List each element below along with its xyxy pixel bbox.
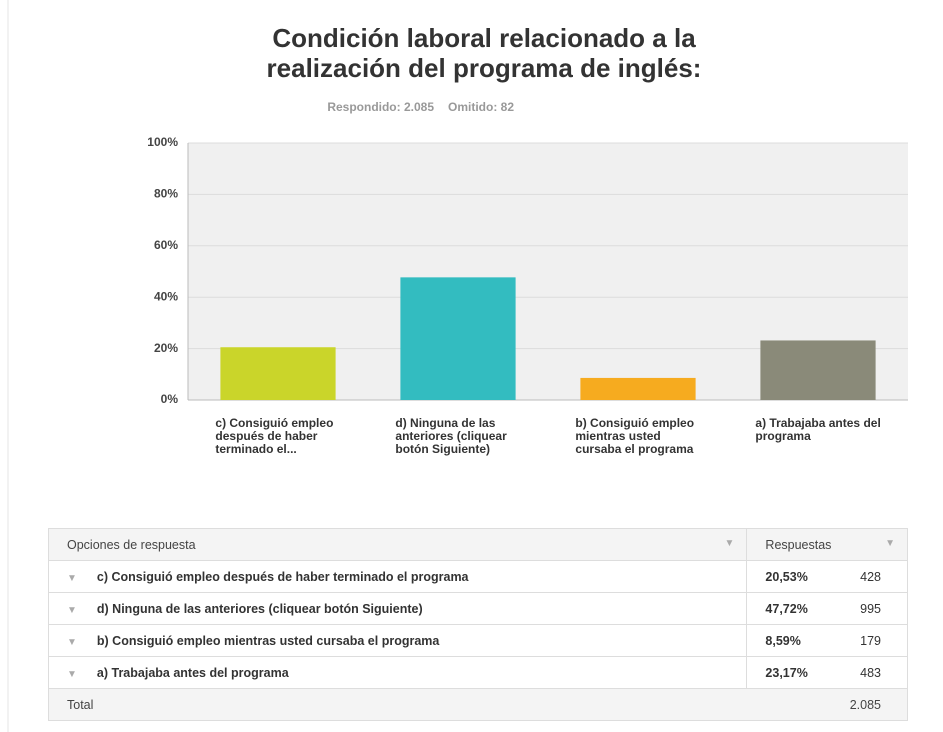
y-tick-label: 0% [161,392,179,406]
row-percent: 23,17% [746,656,850,689]
bar [760,340,876,400]
bar [400,277,516,400]
row-percent: 47,72% [746,592,850,625]
subtitle: Respondido: 2.085 [327,100,434,114]
results-table: Opciones de respuesta ▼ Respuestas ▼ ▼ c) C… [47,528,908,721]
row-count: 179 [849,624,908,657]
chart-title: realización del programa de inglés: [267,53,702,83]
y-tick-label: 100% [147,135,178,149]
row-count: 995 [849,592,908,625]
row-label: b) Consiguió empleo mientras usted cursa… [96,633,440,648]
total-count: 2.085 [849,688,908,721]
y-tick-label: 20% [154,341,178,355]
y-tick-label: 60% [154,238,178,252]
header-cell: Opciones de respuesta [67,537,196,552]
row-count: 428 [849,560,908,593]
y-tick-label: 80% [154,187,178,201]
subtitle: Omitido: 82 [448,100,514,114]
row-count: 483 [849,656,908,689]
row-label: d) Ninguna de las anteriores (cliquear b… [96,601,423,616]
x-tick-label: d) Ninguna de las anteriores (cliquear b… [395,416,507,456]
x-tick-label: b) Consiguió empleo mientras usted cursa… [575,416,695,456]
row-label: a) Trabajaba antes del programa [96,665,289,680]
chart-title: Condición laboral relacionado a la [272,23,696,53]
header-cell: Respuestas [765,537,832,552]
row-percent: 20,53% [746,560,850,593]
x-tick-label: a) Trabajaba antes del programa [755,416,881,443]
row-percent: 8,59% [746,624,850,657]
total-label: Total [47,688,747,721]
bar [580,377,696,400]
bar [220,347,336,400]
y-tick-label: 40% [154,289,178,303]
row-label: c) Consiguió empleo después de haber ter… [96,569,469,584]
x-tick-label: c) Consiguió empleo después de haber ter… [215,416,334,456]
